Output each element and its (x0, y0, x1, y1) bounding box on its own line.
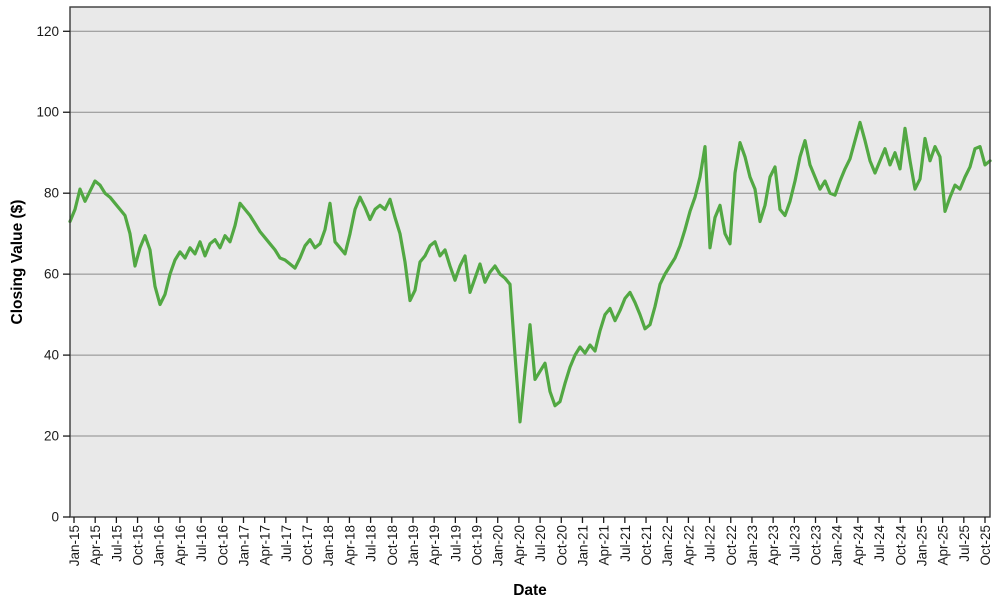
x-tick-label: Oct-19 (470, 525, 485, 566)
x-tick-label: Jul-23 (787, 525, 802, 562)
x-tick-label: Jul-16 (194, 525, 209, 562)
y-axis-title: Closing Value ($) (9, 200, 26, 325)
x-tick-label: Oct-23 (809, 525, 824, 566)
x-tick-label: Jan-25 (914, 525, 929, 566)
plot-area (70, 7, 990, 517)
x-tick-label: Apr-25 (936, 525, 951, 566)
x-tick-label: Jul-22 (703, 525, 718, 562)
series-line (68, 120, 992, 424)
x-tick-label: Jul-25 (957, 525, 972, 562)
x-tick-label: Jul-19 (448, 525, 463, 562)
plot-border (69, 6, 991, 518)
x-tick-label: Jan-23 (745, 525, 760, 566)
y-tick-label: 100 (36, 105, 59, 120)
x-tick-label: Oct-18 (385, 525, 400, 566)
x-tick-label: Apr-23 (766, 525, 781, 566)
x-tick-label: Jan-20 (491, 525, 506, 566)
x-tick-label: Apr-16 (173, 525, 188, 566)
x-tick-label: Oct-20 (554, 525, 569, 566)
x-tick-label: Apr-19 (427, 525, 442, 566)
y-tick-label: 0 (51, 510, 59, 525)
x-tick-label: Jul-21 (618, 525, 633, 562)
x-tick-label: Oct-15 (131, 525, 146, 566)
x-tick-label: Apr-24 (851, 525, 866, 566)
x-tick-label: Apr-22 (681, 525, 696, 566)
x-tick-label: Jul-20 (533, 525, 548, 562)
x-tick-label: Oct-22 (724, 525, 739, 566)
x-tick-label: Apr-18 (342, 525, 357, 566)
y-tick-label: 60 (44, 267, 59, 282)
y-tick-label: 20 (44, 429, 59, 444)
series-group (68, 120, 992, 424)
x-axis-ticks: Jan-15 Apr-15 Jul-15 Oct-15 Jan-16 Apr-16 Jul-… (67, 517, 993, 566)
x-tick-label: Oct-25 (978, 525, 993, 566)
x-tick-label: Jul-24 (872, 525, 887, 562)
x-tick-label: Apr-17 (258, 525, 273, 566)
x-tick-label: Jan-18 (321, 525, 336, 566)
x-tick-label: Oct-24 (893, 525, 908, 566)
x-tick-label: Jan-19 (406, 525, 421, 566)
x-tick-label: Jan-15 (67, 525, 82, 566)
y-axis-ticks: 0 20 40 60 80 100 120 (36, 24, 70, 525)
gridlines (70, 30, 990, 437)
x-tick-label: Jul-17 (279, 525, 294, 562)
x-tick-label: Oct-21 (639, 525, 654, 566)
y-tick-label: 120 (36, 24, 59, 39)
x-tick-label: Jan-16 (152, 525, 167, 566)
x-tick-label: Oct-16 (215, 525, 230, 566)
x-tick-label: Jan-17 (236, 525, 251, 566)
y-tick-label: 40 (44, 348, 59, 363)
x-tick-label: Jan-22 (660, 525, 675, 566)
x-tick-label: Apr-15 (88, 525, 103, 566)
x-tick-label: Jan-21 (575, 525, 590, 566)
x-tick-label: Jan-24 (830, 525, 845, 567)
x-tick-label: Jul-15 (109, 525, 124, 562)
x-tick-label: Oct-17 (300, 525, 315, 566)
x-axis-title: Date (513, 582, 547, 599)
x-tick-label: Jul-18 (364, 525, 379, 562)
x-tick-label: Apr-20 (512, 525, 527, 566)
y-tick-label: 80 (44, 186, 59, 201)
x-tick-label: Apr-21 (597, 525, 612, 566)
